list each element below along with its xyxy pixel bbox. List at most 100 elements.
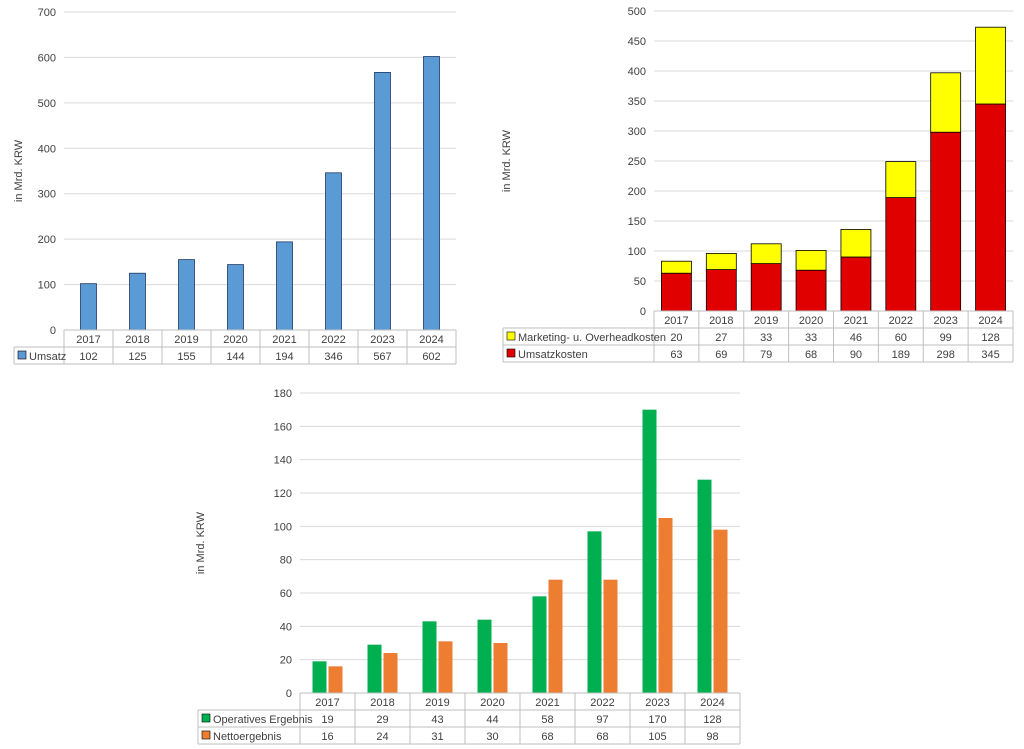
table-value: 99 [940,332,952,344]
chart-1: 0 100 200 300 400 500 600 700 in Mrd. KRW 2017 201… [13,7,457,365]
y-tick-label: 160 [274,421,292,433]
x-tick-label: 2018 [709,315,733,327]
table-value: 20 [670,332,682,344]
legend-key [506,348,516,358]
bar-nettoergebnis-2023 [658,518,673,693]
bar-umsatz-2018 [129,272,146,331]
y-axis-label: in Mrd. KRW [195,511,207,574]
bar-marketing-u-overheadkosten-2024 [975,26,1006,105]
bar-marketing-u-overheadkosten-2018 [705,252,737,270]
chart-3: 0 20 40 60 80 100 120 140 160 180 in Mrd. KRW 2017 2… [195,388,741,745]
legend-key [201,713,211,723]
y-tick-label: 100 [628,246,646,258]
y-tick-label: 450 [628,36,646,48]
table-value: 58 [541,714,553,726]
bar-umsatz-2020 [227,264,244,331]
bar-nettoergebnis-2019 [438,641,453,693]
table-value: 345 [981,349,999,361]
legend-label: Operatives Ergebnis [213,714,313,726]
table-value: 24 [376,731,388,743]
x-tick-label: 2022 [321,334,345,346]
table-value: 33 [760,332,772,344]
table-value: 90 [850,349,862,361]
table-value: 346 [324,351,342,363]
y-tick-label: 300 [38,189,56,201]
x-tick-label: 2022 [590,697,614,709]
bar-umsatzkosten-2017 [661,272,692,312]
table-value: 16 [321,731,333,743]
y-tick-label: 100 [38,280,56,292]
table-value: 33 [805,332,817,344]
x-tick-label: 2021 [535,697,559,709]
table-value: 69 [715,349,727,361]
y-tick-label: 150 [628,216,646,228]
bar-marketing-u-overheadkosten-2017 [661,260,692,274]
table-value: 105 [648,731,666,743]
table-value: 155 [177,351,195,363]
x-tick-label: 2021 [272,334,296,346]
legend-key [17,350,27,360]
table-value: 125 [128,351,146,363]
y-tick-label: 500 [38,98,56,110]
bar-marketing-u-overheadkosten-2021 [840,228,872,258]
bar-umsatzkosten-2021 [840,256,872,312]
table-value: 189 [892,349,910,361]
bar-nettoergebnis-2018 [383,653,398,693]
table-value: 144 [226,351,244,363]
y-tick-label: 180 [274,388,292,400]
bar-operatives-ergebnis-2021 [532,596,547,693]
table-value: 43 [431,714,443,726]
table-value: 194 [275,351,293,363]
y-tick-label: 20 [280,655,292,667]
x-tick-label: 2022 [889,315,913,327]
y-tick-label: 500 [628,6,646,18]
x-tick-label: 2024 [700,697,724,709]
y-tick-label: 140 [274,455,292,467]
x-tick-label: 2019 [754,315,778,327]
y-tick-label: 60 [280,588,292,600]
y-tick-label: 400 [38,143,56,155]
table-value: 60 [895,332,907,344]
bar-operatives-ergebnis-2018 [367,644,382,693]
table-value: 68 [805,349,817,361]
bar-marketing-u-overheadkosten-2022 [885,161,917,199]
y-axis-label: in Mrd. KRW [13,139,25,202]
bar-marketing-u-overheadkosten-2019 [750,243,782,265]
bar-umsatzkosten-2020 [795,269,827,312]
legend-key [201,730,211,740]
bar-operatives-ergebnis-2019 [422,621,437,693]
y-tick-label: 0 [286,688,292,700]
table-value: 602 [422,351,440,363]
table-value: 98 [706,731,718,743]
x-tick-label: 2017 [664,315,688,327]
x-tick-label: 2024 [419,334,443,346]
x-tick-label: 2017 [315,697,339,709]
x-tick-label: 2020 [223,334,247,346]
x-tick-label: 2019 [425,697,449,709]
bar-operatives-ergebnis-2017 [312,661,327,693]
bar-umsatz-2024 [423,56,440,331]
legend-key [506,331,516,341]
y-tick-label: 0 [640,306,646,318]
bar-umsatz-2017 [80,283,97,331]
y-tick-label: 40 [280,621,292,633]
x-tick-label: 2024 [978,315,1002,327]
bar-umsatz-2019 [178,259,195,331]
y-tick-label: 400 [628,66,646,78]
bar-umsatz-2023 [374,72,391,331]
table-value: 46 [850,332,862,344]
table-value: 298 [937,349,955,361]
y-tick-label: 120 [274,488,292,500]
bar-umsatz-2021 [276,241,293,331]
legend-label: Umsatzkosten [518,349,588,361]
bar-nettoergebnis-2022 [603,579,618,693]
table-value: 31 [431,731,443,743]
table-value: 567 [373,351,391,363]
chart-2: 0 50 100 150 200 250 300 350 400 450 500 in Mrd. KR… [501,6,1014,363]
table-value: 128 [703,714,721,726]
table-value: 19 [321,714,333,726]
x-tick-label: 2023 [645,697,669,709]
bar-umsatzkosten-2019 [750,263,782,312]
table-value: 79 [760,349,772,361]
